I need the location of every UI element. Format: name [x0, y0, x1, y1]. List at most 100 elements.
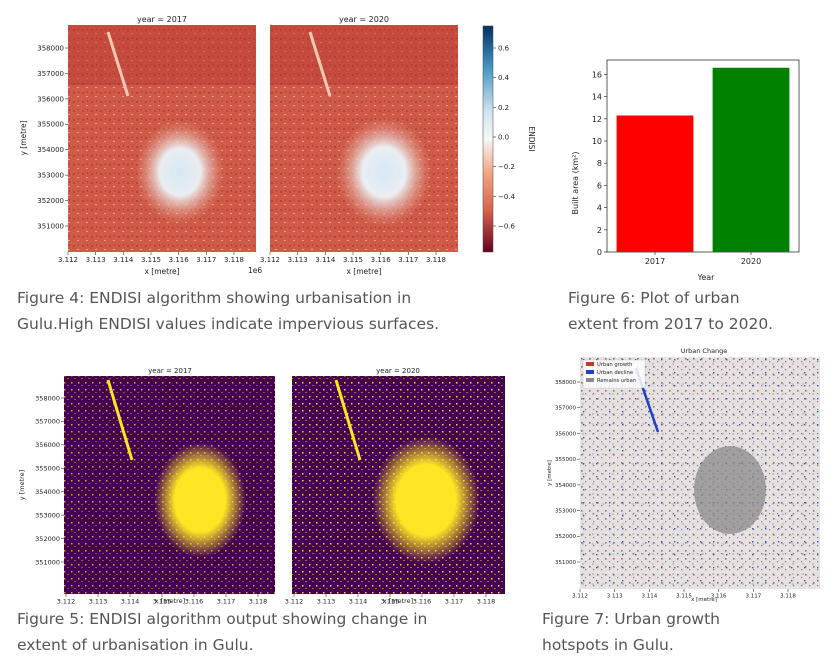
fig5-ytick-label: 355000 [35, 465, 60, 473]
fig4-offset-text: 1e6 [248, 266, 262, 275]
fig6-ytick-label: 6 [597, 181, 602, 190]
fig4-panel2-title: year = 2020 [339, 15, 389, 24]
fig5-panel1-xtick-label: 3.115 [153, 598, 172, 606]
fig6-ytick-label: 2 [597, 226, 602, 235]
fig4-panel1-xtick-label: 3.112 [58, 256, 78, 264]
fig7-xtick-label: 3.113 [607, 594, 623, 600]
fig4-colorbar [482, 25, 494, 253]
fig5-caption-line1: Figure 5: ENDISI algorithm output showin… [17, 610, 428, 628]
fig7-ytick-label: 351000 [555, 560, 576, 566]
fig5-ytick-label: 358000 [35, 394, 60, 402]
fig7-xtick-label: 3.118 [780, 594, 796, 600]
fig4-colorbar-tick-label: 0.4 [498, 74, 510, 82]
fig4-panel2-city [336, 117, 432, 227]
fig5-panel2-runway [334, 379, 362, 461]
fig6-xtick-label: 2017 [645, 257, 665, 266]
fig6-caption-line2: extent from 2017 to 2020. [568, 315, 774, 333]
fig7-xtick-label: 3.116 [711, 594, 727, 600]
fig7-xtick-label: 3.117 [745, 594, 761, 600]
fig4-panel1-xtick-label: 3.114 [113, 256, 134, 264]
fig5-panel1-runway [106, 379, 134, 461]
fig4-ytick-label: 351000 [37, 222, 64, 230]
fig5-panel1-xtick-label: 3.117 [217, 598, 236, 606]
fig5-panel1-title: year = 2017 [148, 367, 192, 375]
fig4-panel2-xtick-label: 3.114 [315, 256, 336, 264]
fig4-panel2-dark-north [270, 25, 458, 85]
fig5-panel2-title: year = 2020 [376, 367, 420, 375]
fig4-colorbar-tick-label: 0.6 [498, 45, 510, 53]
fig6-ytick-label: 12 [592, 115, 602, 124]
fig7-ylabel: y [metre] [547, 460, 553, 486]
fig7-ytick-label: 353000 [555, 508, 576, 514]
fig5-panel2-xtick-label: 3.112 [285, 598, 304, 606]
fig4-colorbar-tick-label: −0.4 [498, 193, 516, 201]
fig4-caption-line2: Gulu.High ENDISI values indicate impervi… [17, 315, 440, 333]
fig6-caption-line1: Figure 6: Plot of urban [568, 289, 740, 307]
fig6-xtick-label: 2020 [741, 257, 761, 266]
fig5-panel2-xtick-label: 3.117 [445, 598, 464, 606]
fig7-legend-label: Remains urban [597, 378, 636, 384]
fig6-ytick-label: 8 [597, 159, 602, 168]
fig5-panel2-xtick-label: 3.115 [381, 598, 400, 606]
fig7-xtick-label: 3.114 [641, 594, 657, 600]
fig4-panel2-xlabel: x [metre] [346, 267, 381, 276]
fig4-ytick-label: 356000 [37, 95, 64, 103]
fig5-ytick-label: 357000 [35, 418, 60, 426]
fig4-panel1-runway [106, 31, 130, 97]
fig5-ytick-label: 351000 [35, 558, 60, 566]
figure-7-urban-change-map: Urban Change Urban growth Urban decline Re… [547, 347, 820, 603]
fig4-colorbar-tick-label: −0.2 [498, 163, 515, 171]
fig6-bar-2020 [712, 67, 790, 252]
fig4-colorbar-tick-label: 0.2 [498, 104, 509, 112]
fig5-ylabel: y [metre] [18, 470, 26, 500]
fig6-plot-frame [606, 59, 800, 253]
fig4-panel1-city [135, 120, 225, 224]
fig7-ytick-label: 358000 [555, 380, 576, 386]
fig5-panel1-xtick-label: 3.114 [121, 598, 140, 606]
fig5-panel2-xtick-label: 3.113 [317, 598, 336, 606]
fig7-ytick-label: 354000 [555, 483, 576, 489]
fig7-legend-swatch [586, 378, 594, 382]
fig7-ytick-label: 352000 [555, 534, 576, 540]
fig5-ytick-label: 353000 [35, 511, 60, 519]
fig5-panel2-xtick-label: 3.116 [413, 598, 432, 606]
fig5-ytick-label: 352000 [35, 535, 60, 543]
fig5-panel2-xlabel: x [metre] [383, 597, 413, 605]
fig4-panel2-xtick-label: 3.113 [288, 256, 308, 264]
fig4-panel1-xtick-label: 3.117 [196, 256, 216, 264]
fig6-xlabel: Year [697, 273, 716, 282]
fig5-panel1-xtick-label: 3.118 [249, 598, 268, 606]
fig7-legend-swatch [586, 370, 594, 374]
fig6-ylabel: Built area (km²) [571, 152, 580, 215]
fig7-legend-swatch [586, 362, 594, 366]
fig4-colorbar-label: ENDISI [527, 126, 536, 151]
figure-4-endisi-maps: year = 2017 year = 2020 y [metre] x [met… [19, 15, 536, 276]
fig5-ytick-label: 356000 [35, 441, 60, 449]
fig4-ytick-label: 357000 [37, 70, 64, 78]
fig7-xlabel: x [metre] [691, 597, 717, 603]
fig5-panel1-xtick-label: 3.112 [57, 598, 76, 606]
fig5-panel1-xlabel: x [metre] [155, 597, 185, 605]
fig7-ytick-label: 355000 [555, 457, 576, 463]
fig4-panel2-xtick-label: 3.115 [343, 256, 363, 264]
fig4-panel1-xtick-label: 3.115 [141, 256, 161, 264]
fig6-ytick-label: 16 [592, 70, 602, 79]
fig4-panel1-dark-north [68, 25, 256, 85]
fig6-ytick-label: 4 [597, 204, 602, 213]
fig6-bar-2017 [616, 115, 694, 252]
fig6-ytick-label: 10 [592, 137, 602, 146]
fig7-xtick-label: 3.115 [676, 594, 692, 600]
fig4-panel2-xtick-label: 3.118 [426, 256, 446, 264]
fig4-caption-line1: Figure 4: ENDISI algorithm showing urban… [17, 289, 412, 307]
fig4-panel1-title: year = 2017 [137, 15, 187, 24]
fig4-ytick-label: 358000 [37, 44, 64, 52]
fig4-panel1-xtick-label: 3.118 [224, 256, 244, 264]
fig5-panel1-xtick-label: 3.116 [185, 598, 204, 606]
fig4-panel2-runway [308, 31, 332, 97]
fig4-panel1-xtick-label: 3.116 [169, 256, 190, 264]
fig6-ytick-label: 14 [592, 93, 602, 102]
figure-5-urban-extent-maps: year = 2017 year = 2020 y [metre] x [met… [18, 367, 505, 606]
fig4-colorbar-tick-label: −0.6 [498, 223, 516, 231]
fig6-ytick-label: 0 [597, 248, 602, 257]
fig7-legend-label: Urban decline [597, 370, 633, 376]
